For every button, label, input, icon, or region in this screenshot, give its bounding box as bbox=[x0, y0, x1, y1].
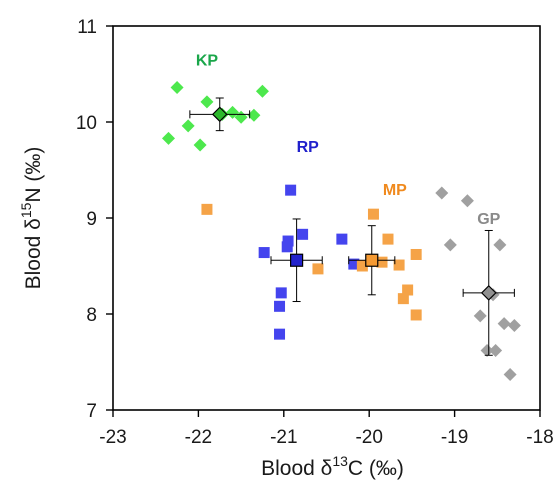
gp-point bbox=[443, 238, 457, 252]
gp-point bbox=[480, 343, 494, 357]
gp-point bbox=[473, 309, 487, 323]
x-tick-label: -20 bbox=[355, 427, 382, 448]
x-tick-label: -22 bbox=[185, 427, 212, 448]
rp-point bbox=[285, 184, 297, 196]
rp-label: RP bbox=[297, 139, 320, 156]
gp-point bbox=[507, 319, 521, 333]
y-axis-title: Blood δ15N (‰) bbox=[18, 147, 45, 290]
rp-point bbox=[275, 287, 287, 299]
rp-point bbox=[258, 247, 270, 259]
rp-point bbox=[336, 233, 348, 245]
mp-point bbox=[410, 309, 422, 321]
mp-mean-marker bbox=[365, 253, 379, 267]
rp-point bbox=[274, 328, 286, 340]
y-tick-label: 11 bbox=[77, 17, 97, 38]
gp-point bbox=[493, 238, 507, 252]
x-tick-label: -23 bbox=[99, 427, 126, 448]
mp-point bbox=[312, 263, 324, 275]
axis-ticks: -23 -22 -21 -20 -19 -18 7 8 9 10 11 bbox=[76, 17, 554, 448]
rp-point bbox=[297, 228, 309, 240]
y-tick-label: 10 bbox=[76, 113, 97, 134]
mp-point bbox=[367, 208, 379, 220]
kp-mean-marker bbox=[211, 106, 228, 123]
kp-point bbox=[193, 138, 207, 152]
kp-point bbox=[170, 80, 184, 94]
x-tick-label: -19 bbox=[441, 427, 468, 448]
x-tick-label: -21 bbox=[270, 427, 297, 448]
y-axis-title-suffix: N (‰) bbox=[22, 147, 45, 203]
mp-point bbox=[382, 233, 394, 245]
x-tick-label: -18 bbox=[526, 427, 553, 448]
x-axis-title: Blood δ13C (‰) bbox=[261, 453, 404, 480]
kp-label: KP bbox=[196, 53, 219, 70]
y-tick-label: 8 bbox=[86, 305, 97, 326]
rp-point bbox=[348, 258, 360, 270]
kp-point bbox=[200, 95, 214, 109]
mp-point bbox=[410, 248, 422, 260]
mp-label: MP bbox=[383, 182, 407, 199]
x-axis-title-suffix: C (‰) bbox=[348, 457, 404, 480]
y-axis-title-prefix: Blood δ bbox=[22, 218, 45, 289]
x-axis-title-sup: 13 bbox=[332, 453, 348, 469]
mp-point bbox=[402, 284, 414, 296]
rp-point bbox=[274, 300, 286, 312]
group-labels: KP RP MP GP bbox=[196, 53, 501, 228]
mp-point bbox=[393, 259, 405, 271]
gp-point bbox=[503, 367, 517, 381]
y-tick-label: 9 bbox=[86, 209, 97, 230]
kp-point bbox=[247, 108, 261, 122]
rp-point bbox=[281, 241, 293, 253]
kp-point bbox=[162, 131, 176, 145]
kp-point bbox=[226, 105, 240, 119]
x-axis-title-prefix: Blood δ bbox=[261, 457, 332, 480]
gp-point bbox=[489, 343, 503, 357]
y-axis-title-sup: 15 bbox=[18, 202, 34, 218]
mp-point bbox=[201, 203, 213, 215]
gp-point bbox=[497, 317, 511, 331]
y-tick-label: 7 bbox=[86, 401, 97, 422]
gp-label: GP bbox=[477, 211, 500, 228]
kp-point bbox=[255, 84, 269, 98]
mp-point bbox=[356, 260, 368, 272]
rp-mean-marker bbox=[290, 253, 304, 267]
mp-point bbox=[376, 256, 388, 268]
rp-point bbox=[282, 235, 294, 247]
data-points bbox=[162, 80, 521, 381]
gp-point bbox=[435, 186, 449, 200]
mp-point bbox=[397, 293, 409, 305]
gp-point bbox=[460, 194, 474, 208]
gp-mean-marker bbox=[480, 285, 497, 301]
kp-point bbox=[181, 119, 195, 133]
